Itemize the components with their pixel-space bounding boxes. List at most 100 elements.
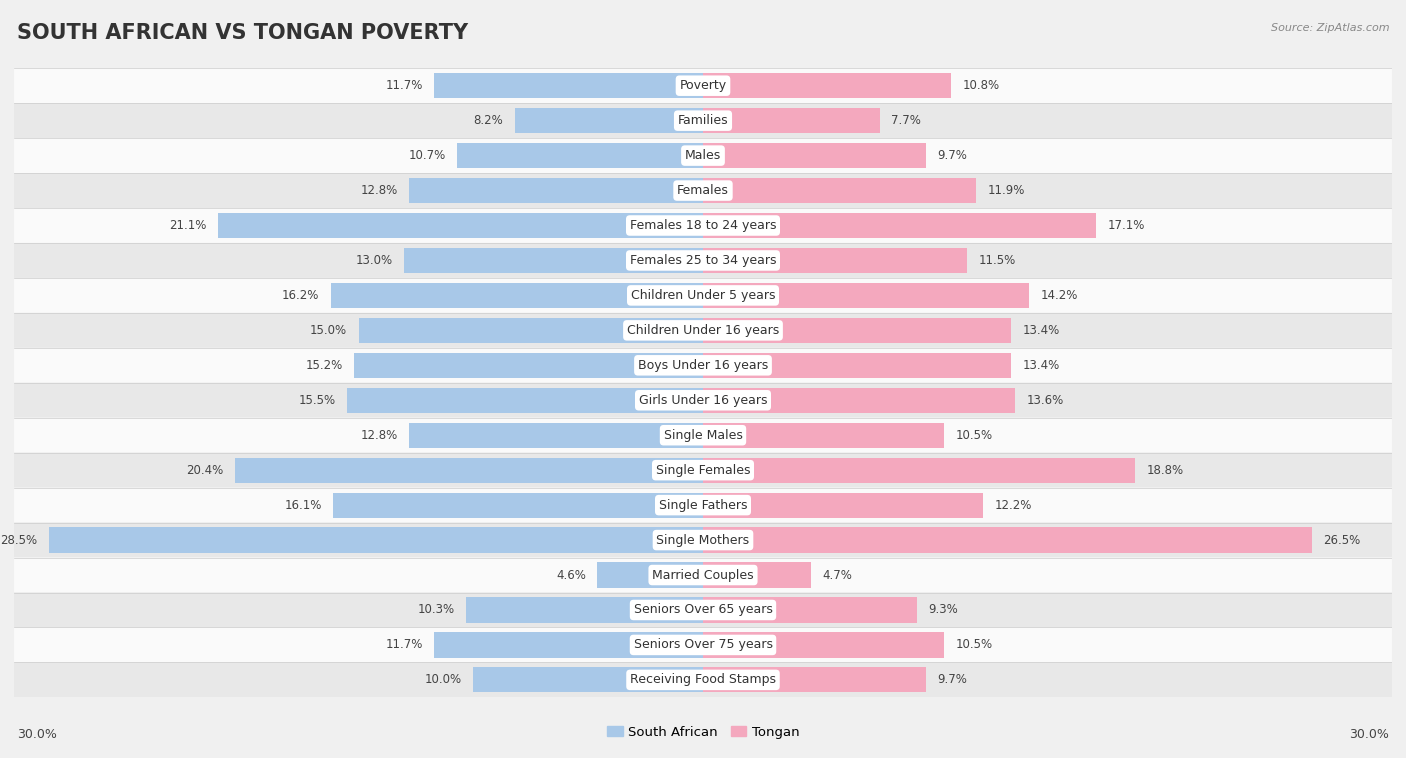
Text: 14.2%: 14.2% — [1040, 289, 1078, 302]
Text: 9.7%: 9.7% — [938, 149, 967, 162]
Bar — [703, 632, 945, 657]
Bar — [703, 562, 811, 587]
FancyBboxPatch shape — [14, 487, 1392, 522]
Text: 4.6%: 4.6% — [555, 568, 586, 581]
Text: 15.5%: 15.5% — [298, 393, 336, 407]
Bar — [703, 528, 1312, 553]
FancyBboxPatch shape — [14, 208, 1392, 243]
Text: 30.0%: 30.0% — [1350, 728, 1389, 741]
Text: 16.1%: 16.1% — [284, 499, 322, 512]
Text: 28.5%: 28.5% — [0, 534, 37, 547]
Text: Receiving Food Stamps: Receiving Food Stamps — [630, 673, 776, 687]
FancyBboxPatch shape — [14, 628, 1392, 662]
Text: 16.2%: 16.2% — [283, 289, 319, 302]
FancyBboxPatch shape — [14, 383, 1392, 418]
Text: Seniors Over 65 years: Seniors Over 65 years — [634, 603, 772, 616]
Bar — [457, 143, 703, 168]
Text: 11.9%: 11.9% — [988, 184, 1025, 197]
FancyBboxPatch shape — [14, 558, 1392, 593]
Text: 21.1%: 21.1% — [170, 219, 207, 232]
FancyBboxPatch shape — [14, 593, 1392, 628]
Bar — [434, 73, 703, 99]
Text: 8.2%: 8.2% — [474, 114, 503, 127]
Bar — [405, 248, 703, 273]
Bar — [235, 458, 703, 483]
Bar — [703, 318, 1011, 343]
Text: 13.0%: 13.0% — [356, 254, 392, 267]
Text: SOUTH AFRICAN VS TONGAN POVERTY: SOUTH AFRICAN VS TONGAN POVERTY — [17, 23, 468, 42]
Text: 10.0%: 10.0% — [425, 673, 461, 687]
Bar — [467, 597, 703, 622]
FancyBboxPatch shape — [14, 278, 1392, 313]
Text: 15.0%: 15.0% — [309, 324, 347, 337]
Text: Girls Under 16 years: Girls Under 16 years — [638, 393, 768, 407]
Bar — [354, 352, 703, 378]
FancyBboxPatch shape — [14, 348, 1392, 383]
Bar — [703, 458, 1135, 483]
Bar — [359, 318, 703, 343]
Bar — [703, 423, 945, 448]
FancyBboxPatch shape — [14, 173, 1392, 208]
Bar — [515, 108, 703, 133]
Text: 7.7%: 7.7% — [891, 114, 921, 127]
FancyBboxPatch shape — [14, 243, 1392, 278]
Text: 12.2%: 12.2% — [994, 499, 1032, 512]
FancyBboxPatch shape — [14, 522, 1392, 558]
Text: Families: Families — [678, 114, 728, 127]
Text: 10.3%: 10.3% — [418, 603, 456, 616]
Bar — [703, 213, 1095, 238]
Text: Children Under 16 years: Children Under 16 years — [627, 324, 779, 337]
Text: 10.7%: 10.7% — [409, 149, 446, 162]
Bar — [703, 352, 1011, 378]
Text: 26.5%: 26.5% — [1323, 534, 1360, 547]
Text: Poverty: Poverty — [679, 79, 727, 92]
Bar — [703, 667, 925, 693]
Bar — [703, 248, 967, 273]
FancyBboxPatch shape — [14, 418, 1392, 453]
Text: 4.7%: 4.7% — [823, 568, 852, 581]
FancyBboxPatch shape — [14, 138, 1392, 173]
Text: 10.5%: 10.5% — [956, 429, 993, 442]
Text: Single Females: Single Females — [655, 464, 751, 477]
Bar — [703, 178, 976, 203]
Text: Females: Females — [678, 184, 728, 197]
Bar — [409, 423, 703, 448]
Bar — [703, 597, 917, 622]
Text: 9.3%: 9.3% — [928, 603, 957, 616]
Text: 15.2%: 15.2% — [305, 359, 343, 372]
Bar — [598, 562, 703, 587]
FancyBboxPatch shape — [14, 453, 1392, 487]
Text: Single Males: Single Males — [664, 429, 742, 442]
Bar — [434, 632, 703, 657]
Bar — [703, 283, 1029, 308]
Bar — [703, 143, 925, 168]
Legend: South African, Tongan: South African, Tongan — [602, 720, 804, 744]
Text: 20.4%: 20.4% — [186, 464, 224, 477]
FancyBboxPatch shape — [14, 313, 1392, 348]
Bar — [347, 387, 703, 413]
Text: 17.1%: 17.1% — [1107, 219, 1144, 232]
Text: Source: ZipAtlas.com: Source: ZipAtlas.com — [1271, 23, 1389, 33]
Text: Boys Under 16 years: Boys Under 16 years — [638, 359, 768, 372]
Text: Seniors Over 75 years: Seniors Over 75 years — [634, 638, 772, 651]
Text: 11.7%: 11.7% — [385, 638, 423, 651]
FancyBboxPatch shape — [14, 103, 1392, 138]
Text: Children Under 5 years: Children Under 5 years — [631, 289, 775, 302]
Text: Single Mothers: Single Mothers — [657, 534, 749, 547]
Text: 10.8%: 10.8% — [963, 79, 1000, 92]
Bar — [703, 108, 880, 133]
Bar — [333, 493, 703, 518]
Bar — [703, 387, 1015, 413]
FancyBboxPatch shape — [14, 68, 1392, 103]
Text: 13.4%: 13.4% — [1022, 324, 1060, 337]
Text: 13.6%: 13.6% — [1026, 393, 1064, 407]
Text: Males: Males — [685, 149, 721, 162]
Text: 11.5%: 11.5% — [979, 254, 1015, 267]
FancyBboxPatch shape — [14, 662, 1392, 697]
Bar — [703, 73, 950, 99]
Text: 9.7%: 9.7% — [938, 673, 967, 687]
Text: Married Couples: Married Couples — [652, 568, 754, 581]
Text: 12.8%: 12.8% — [360, 429, 398, 442]
Text: Females 18 to 24 years: Females 18 to 24 years — [630, 219, 776, 232]
Bar — [409, 178, 703, 203]
